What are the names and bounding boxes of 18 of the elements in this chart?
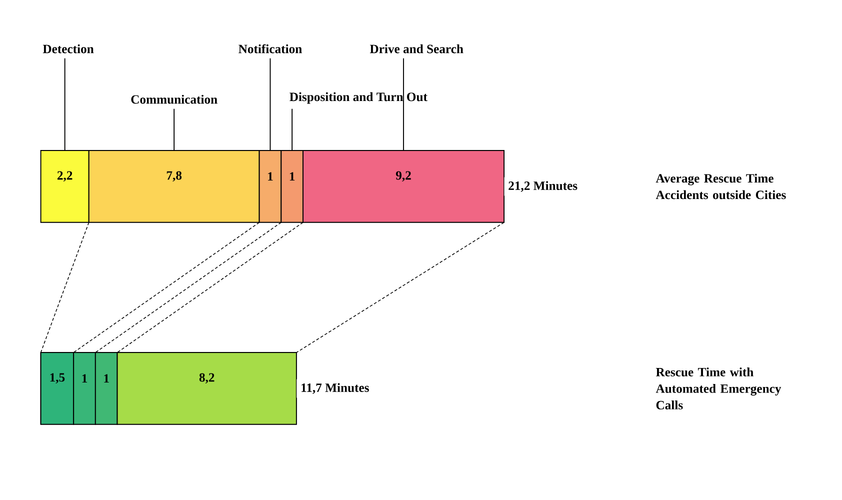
total-label: 11,7 Minutes [302, 383, 369, 394]
data-label: 7,8 [166, 171, 182, 182]
text: Disposition and Turn Out [290, 92, 428, 104]
data-label: 1,5 [50, 373, 65, 384]
text: Drive and Search [370, 44, 464, 54]
data-label: 2,2 [57, 171, 72, 182]
y-tick-label: Average Rescue Time Accidents outside Cities [656, 174, 786, 200]
text: Detection [42, 44, 94, 54]
data-label: 1 [82, 374, 88, 382]
data-label: 8,2 [199, 373, 214, 384]
data-label: 1 [104, 374, 109, 382]
data-label: 9,2 [396, 171, 411, 182]
text: Communication [131, 94, 218, 104]
y-tick-label: Rescue Time with Automated Emergency Calls [656, 367, 782, 410]
data-label: 1 [290, 172, 295, 180]
total-label: 21,2 Minutes [508, 181, 578, 192]
data-label: 1 [268, 172, 273, 180]
text: Notification [238, 44, 302, 54]
